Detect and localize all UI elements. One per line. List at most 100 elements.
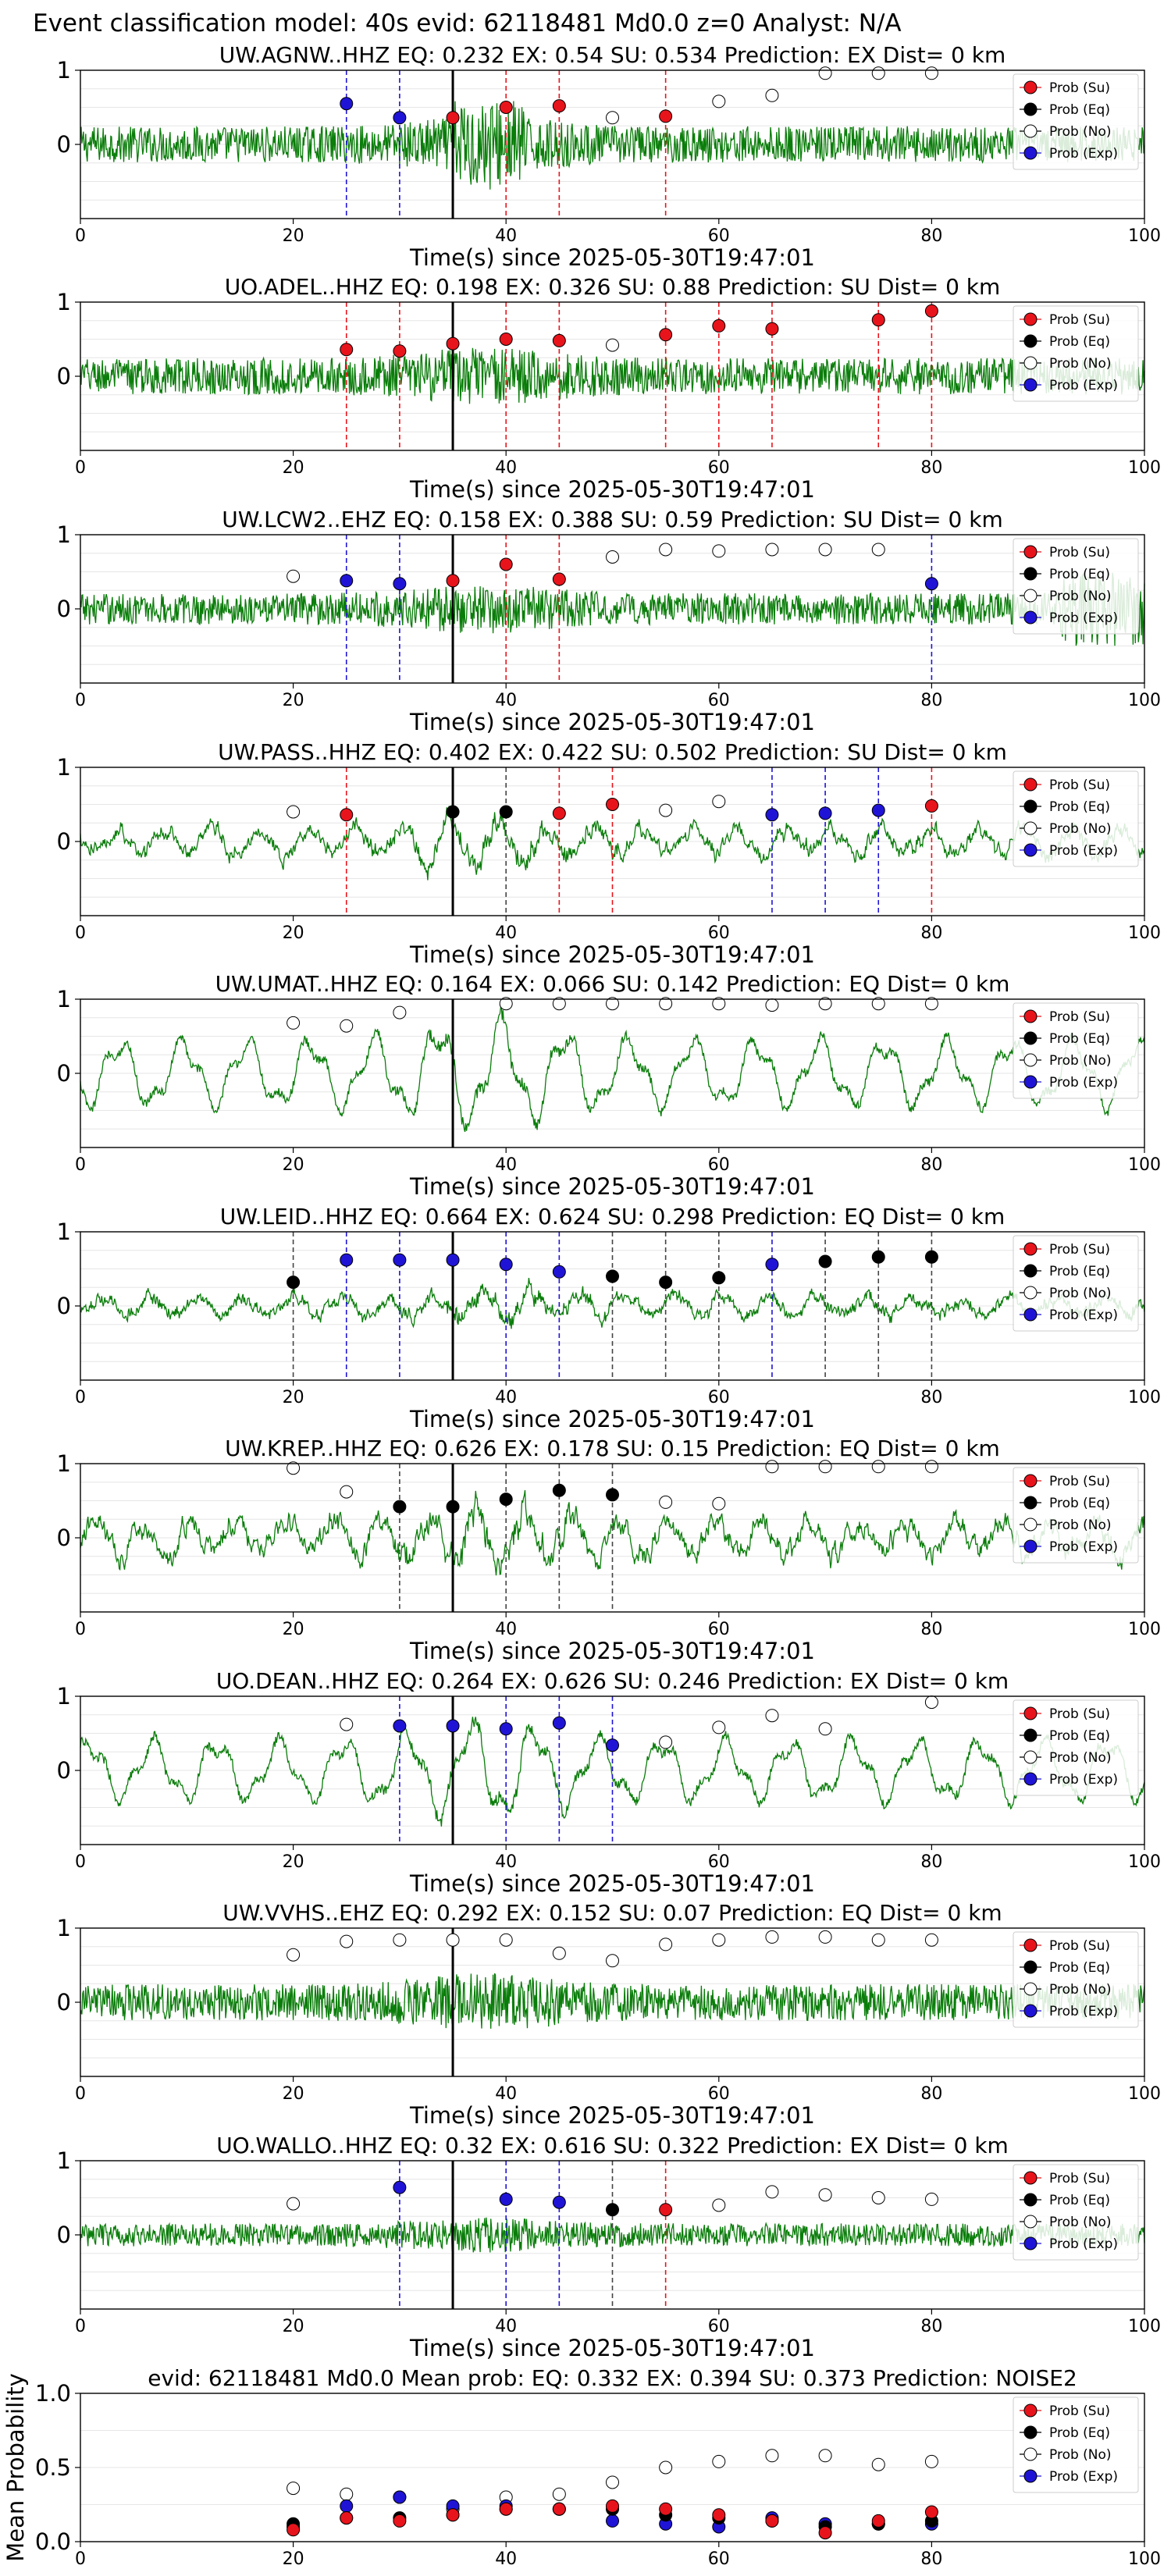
- prob-point-exp: [393, 2180, 407, 2194]
- prob-point-su: [871, 313, 885, 327]
- legend-marker-no: [1023, 1750, 1038, 1764]
- x-tick-label: 0: [75, 2317, 86, 2336]
- prob-point-su: [340, 808, 354, 822]
- mean-point-exp: [393, 2490, 407, 2504]
- legend-marker-exp: [1023, 1075, 1038, 1089]
- x-tick-label: 100: [1128, 2084, 1161, 2104]
- prob-point-no: [393, 1005, 407, 1019]
- legend-label: Prob (Exp): [1049, 146, 1118, 162]
- prob-point-no: [818, 1460, 832, 1474]
- prob-point-no: [924, 997, 938, 1011]
- x-tick-label: 20: [283, 923, 304, 943]
- x-tick-label: 80: [920, 923, 942, 943]
- panel-title: evid: 62118481 Md0.0 Mean prob: EQ: 0.33…: [148, 2365, 1077, 2391]
- x-tick-label: 80: [920, 458, 942, 478]
- y-tick-label: 1: [57, 1683, 71, 1710]
- mean-point-no: [340, 2487, 354, 2501]
- prob-point-no: [659, 997, 673, 1011]
- x-tick-label: 20: [283, 226, 304, 246]
- legend: Prob (Su) Prob (Eq) Prob (No) Prob (Exp): [1013, 1931, 1139, 2028]
- legend-label: Prob (No): [1049, 589, 1112, 604]
- mean-point-su: [818, 2526, 832, 2540]
- prob-point-eq: [499, 1493, 513, 1507]
- prob-point-eq: [606, 1488, 619, 1502]
- legend-label: Prob (Eq): [1049, 2425, 1110, 2441]
- prob-point-no: [765, 1930, 779, 1944]
- panel-title: UW.AGNW..HHZ EQ: 0.232 EX: 0.54 SU: 0.53…: [219, 42, 1006, 68]
- prob-point-no: [393, 1933, 407, 1947]
- prob-point-no: [924, 66, 938, 80]
- legend-label: Prob (Su): [1049, 1706, 1110, 1722]
- legend-marker-su: [1023, 1938, 1038, 1952]
- x-tick-label: 40: [495, 2317, 517, 2336]
- prob-point-no: [287, 805, 301, 819]
- legend-marker-no: [1023, 821, 1038, 835]
- legend-box: [1013, 1467, 1139, 1564]
- mean-point-exp: [340, 2499, 354, 2513]
- legend-box: [1013, 1699, 1139, 1796]
- prob-point-exp: [393, 1253, 407, 1267]
- legend-label: Prob (No): [1049, 1053, 1112, 1069]
- prob-point-no: [871, 2191, 885, 2204]
- prob-point-su: [552, 333, 566, 347]
- x-tick-label: 100: [1128, 458, 1161, 478]
- x-tick-label: 100: [1128, 691, 1161, 710]
- legend-label: Prob (Exp): [1049, 1772, 1118, 1788]
- prob-point-no: [659, 803, 673, 817]
- x-tick-label: 0: [75, 1620, 86, 1639]
- legend-marker-su: [1023, 1706, 1038, 1720]
- legend-marker-exp: [1023, 1308, 1038, 1322]
- x-tick-label: 60: [708, 226, 730, 246]
- legend-marker-eq: [1023, 2425, 1038, 2439]
- legend-label: Prob (Eq): [1049, 1031, 1110, 1047]
- mean-point-no: [712, 2454, 726, 2468]
- y-tick-label: 1: [57, 986, 71, 1012]
- x-tick-label: 60: [708, 1155, 730, 1175]
- legend: Prob (Su) Prob (Eq) Prob (No) Prob (Exp): [1013, 1002, 1139, 1099]
- legend-label: Prob (Eq): [1049, 102, 1110, 118]
- y-tick-label: 1: [57, 754, 71, 781]
- prob-point-no: [499, 1933, 513, 1947]
- x-tick-label: 60: [708, 691, 730, 710]
- x-tick-label: 80: [920, 691, 942, 710]
- legend-marker-exp: [1023, 2236, 1038, 2250]
- prob-point-exp: [552, 1265, 566, 1279]
- x-tick-label: 60: [708, 2317, 730, 2336]
- prob-point-no: [340, 1717, 354, 1731]
- y-tick-label: 0: [57, 1757, 71, 1784]
- panel-title: UW.LEID..HHZ EQ: 0.664 EX: 0.624 SU: 0.2…: [220, 1204, 1005, 1229]
- x-tick-label: 0: [75, 458, 86, 478]
- waveform-line: [80, 347, 1145, 404]
- y-tick-label: 0: [57, 363, 71, 390]
- mean-point-no: [924, 2454, 938, 2468]
- x-tick-label: 100: [1128, 226, 1161, 246]
- prob-point-no: [499, 997, 513, 1011]
- y-tick-label: 1: [57, 289, 71, 315]
- x-tick-label: 20: [283, 691, 304, 710]
- mean-point-no: [765, 2449, 779, 2463]
- prob-point-no: [818, 2188, 832, 2202]
- panel-title: UW.LCW2..EHZ EQ: 0.158 EX: 0.388 SU: 0.5…: [222, 507, 1002, 532]
- prob-point-no: [659, 1937, 673, 1952]
- x-tick-label: 60: [708, 2084, 730, 2104]
- legend-box: [1013, 2396, 1139, 2493]
- x-tick-label: 100: [1128, 1155, 1161, 1175]
- legend-marker-no: [1023, 2447, 1038, 2461]
- legend: Prob (Su) Prob (Eq) Prob (No) Prob (Exp): [1013, 1235, 1139, 1332]
- station-panel: UW.AGNW..HHZ EQ: 0.232 EX: 0.54 SU: 0.53…: [57, 42, 1161, 271]
- x-tick-label: 100: [1128, 1852, 1161, 1872]
- prob-point-eq: [606, 1269, 619, 1283]
- prob-point-no: [712, 544, 726, 558]
- legend-marker-exp: [1023, 1539, 1038, 1553]
- legend-marker-su: [1023, 1009, 1038, 1023]
- legend-label: Prob (No): [1049, 356, 1112, 372]
- legend-marker-eq: [1023, 1031, 1038, 1045]
- x-tick-label: 40: [495, 923, 517, 943]
- y-tick-label: 1.0: [35, 2380, 71, 2407]
- prob-point-no: [765, 88, 779, 102]
- legend-marker-eq: [1023, 1960, 1038, 1974]
- prob-point-su: [924, 799, 938, 813]
- station-panel: UO.WALLO..HHZ EQ: 0.32 EX: 0.616 SU: 0.3…: [57, 2133, 1161, 2361]
- mean-point-su: [340, 2511, 354, 2525]
- legend-label: Prob (Exp): [1049, 610, 1118, 626]
